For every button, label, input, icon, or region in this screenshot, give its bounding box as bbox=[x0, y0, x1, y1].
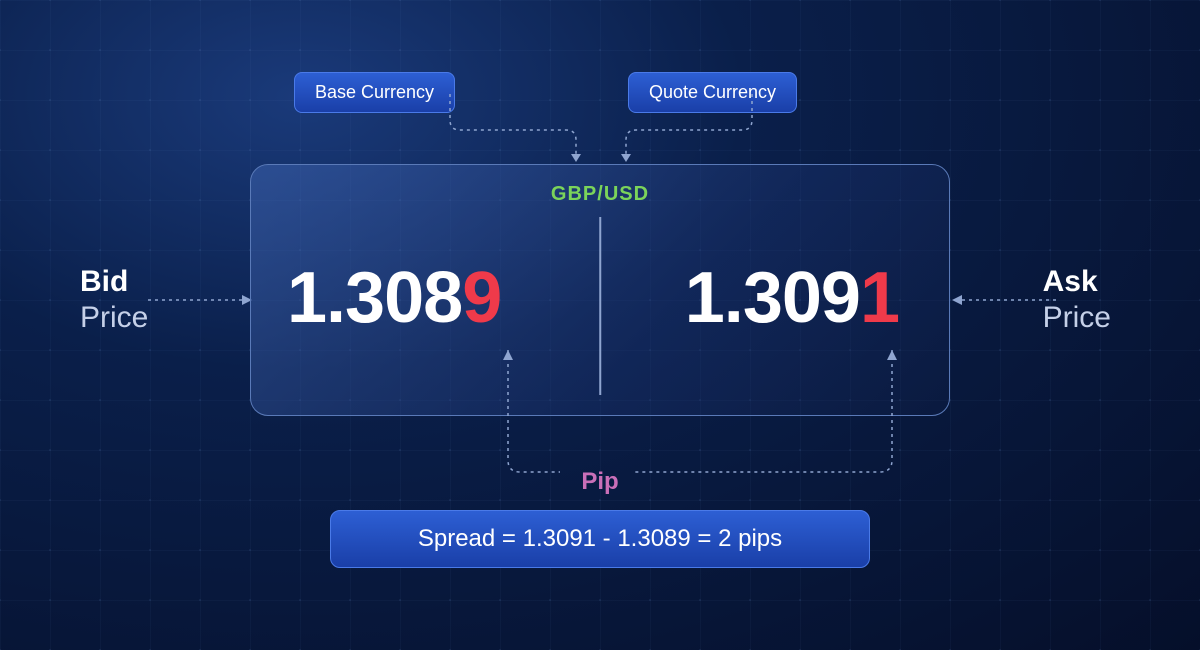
ask-sub: Price bbox=[1043, 300, 1111, 336]
ask-price-value: 1.3091 bbox=[685, 257, 899, 339]
base-currency-pill: Base Currency bbox=[294, 72, 455, 113]
pair-quote: USD bbox=[604, 183, 649, 205]
ask-main-digits: 1.309 bbox=[685, 258, 860, 338]
pip-label: Pip bbox=[581, 468, 618, 496]
connector-ask-arrow bbox=[946, 293, 1056, 307]
bid-pip-digit: 9 bbox=[462, 258, 501, 338]
quote-box: GBP/USD 1.3089 1.3091 bbox=[250, 164, 950, 416]
ask-heading: Ask bbox=[1043, 264, 1111, 300]
connector-bid-arrow bbox=[148, 293, 256, 307]
spread-formula-box: Spread = 1.3091 - 1.3089 = 2 pips bbox=[330, 510, 870, 568]
currency-pair: GBP/USD bbox=[551, 183, 649, 206]
bid-sub: Price bbox=[80, 300, 148, 336]
ask-price-label: Ask Price bbox=[1043, 264, 1111, 336]
pair-base: GBP bbox=[551, 183, 597, 205]
diagram-stage: Base Currency Quote Currency Bid Price A… bbox=[0, 0, 1200, 650]
bid-heading: Bid bbox=[80, 264, 148, 300]
bid-main-digits: 1.308 bbox=[287, 258, 462, 338]
bid-price-value: 1.3089 bbox=[287, 257, 501, 339]
connector-base-to-pair bbox=[448, 92, 588, 168]
bid-price-label: Bid Price bbox=[80, 264, 148, 336]
vertical-divider bbox=[599, 217, 601, 395]
quote-currency-pill: Quote Currency bbox=[628, 72, 797, 113]
ask-pip-digit: 1 bbox=[860, 258, 899, 338]
